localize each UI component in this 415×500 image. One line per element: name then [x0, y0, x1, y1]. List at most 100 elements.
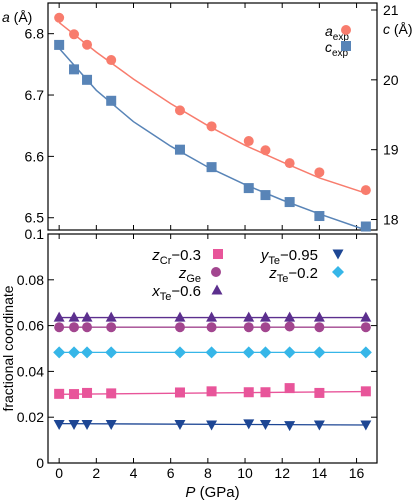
- data-point-y_Te−0.95: [313, 420, 325, 431]
- label-suffix: −0.6: [171, 283, 201, 300]
- data-point-z_Cr−0.3: [260, 387, 271, 398]
- data-point-z_Te−0.2: [173, 346, 186, 359]
- data-point-y_Te−0.95: [360, 420, 372, 431]
- data-point-z_Ge: [54, 322, 65, 333]
- x-tick-label: 6: [167, 465, 175, 481]
- x-tick-label: 2: [92, 465, 100, 481]
- legend-label-z_Cr−0.3: zCr−0.3: [151, 247, 201, 267]
- data-point-a_exp: [54, 12, 65, 23]
- y-right-axis-unit: (Å): [390, 21, 413, 37]
- data-point-z_Cr−0.3: [284, 383, 295, 394]
- data-point-a_exp: [69, 29, 80, 40]
- data-point-y_Te−0.95: [259, 420, 271, 431]
- data-point-z_Ge: [206, 322, 217, 333]
- y-left-tick-label: 6.6: [25, 148, 45, 164]
- y-right-axis-label: c (Å): [383, 21, 413, 37]
- data-point-a_exp: [260, 145, 271, 156]
- y-right-tick-label: 18: [383, 212, 399, 228]
- legend-label-z_Ge: zGe: [178, 265, 201, 285]
- legend-label-y_Te−0.95: yTe−0.95: [260, 247, 318, 267]
- label-sub: Te: [277, 273, 289, 285]
- data-point-y_Te−0.95: [68, 420, 80, 431]
- y-left-axis-unit: (Å): [10, 9, 33, 25]
- data-point-z_Ge: [82, 322, 93, 333]
- legend-label-z_Te−0.2: zTe−0.2: [268, 265, 318, 285]
- data-point-x_Te−0.6: [259, 311, 271, 322]
- y-left-tick-label: 6.7: [25, 87, 45, 103]
- series-z_Te−0.2: [53, 346, 372, 359]
- data-point-c_exp: [82, 74, 93, 85]
- y-tick-label: 0.04: [17, 363, 44, 379]
- data-point-c_exp: [314, 211, 325, 222]
- data-point-z_Te−0.2: [359, 346, 372, 359]
- y-left-axis-var: a: [2, 9, 10, 25]
- y-left-axis-label: a (Å): [2, 9, 32, 25]
- data-point-y_Te−0.95: [243, 419, 255, 430]
- data-point-z_Te−0.2: [81, 346, 94, 359]
- data-point-z_Ge: [314, 322, 325, 333]
- data-point-z_Te−0.2: [242, 346, 255, 359]
- x-tick-label: 0: [55, 465, 63, 481]
- y-tick-label: 0.1: [25, 226, 45, 242]
- data-point-z_Ge: [174, 322, 185, 333]
- data-point-z_Cr−0.3: [69, 389, 80, 400]
- series-c_exp: [54, 39, 371, 232]
- label-suffix: −0.3: [171, 247, 201, 264]
- label-suffix: −0.95: [280, 247, 318, 264]
- fractional-coordinate-panel: 0 2 4 6 8 10 12 14 16 0 0.02 0.04 0.06 0.08 0.1 fractio…: [0, 226, 378, 500]
- data-point-c_exp: [54, 39, 65, 50]
- series-z_Ge: [54, 321, 371, 333]
- data-point-a_exp: [284, 158, 295, 169]
- data-point-z_Te−0.2: [68, 346, 81, 359]
- data-point-z_Cr−0.3: [243, 387, 254, 398]
- data-point-z_Ge: [243, 322, 254, 333]
- data-point-y_Te−0.95: [53, 420, 65, 431]
- label-main: x: [151, 283, 160, 300]
- data-point-c_exp: [174, 144, 185, 155]
- data-point-x_Te−0.6: [360, 311, 372, 322]
- series-x_Te−0.6: [53, 311, 372, 322]
- data-point-z_Te−0.2: [105, 346, 118, 359]
- data-point-x_Te−0.6: [53, 311, 65, 322]
- label-sub: Te: [160, 291, 172, 303]
- data-point-z_Cr−0.3: [106, 388, 117, 399]
- legend-label-c_exp: cexp: [325, 39, 349, 59]
- data-point-z_Cr−0.3: [174, 387, 185, 398]
- data-point-z_Ge: [260, 322, 271, 333]
- x-axis-var: P: [185, 484, 195, 500]
- data-point-c_exp: [69, 64, 80, 75]
- x-tick-label: 10: [237, 465, 253, 481]
- x-tick-label: 14: [312, 465, 328, 481]
- data-point-a_exp: [82, 39, 93, 50]
- label-main: z: [151, 247, 160, 264]
- data-point-x_Te−0.6: [105, 311, 117, 322]
- label-sub: exp: [333, 32, 350, 43]
- y-tick-label: 0.06: [17, 318, 44, 334]
- data-point-c_exp: [260, 190, 271, 201]
- label-sub: exp: [332, 48, 349, 59]
- plot-frame: [47, 233, 378, 464]
- data-point-z_Ge: [106, 322, 117, 333]
- data-point-x_Te−0.6: [81, 311, 93, 322]
- data-point-a_exp: [314, 167, 325, 178]
- x-tick-label: 8: [204, 465, 212, 481]
- label-main: a: [325, 23, 333, 39]
- data-point-z_Ge: [360, 322, 371, 333]
- label-suffix: −0.2: [288, 265, 318, 282]
- legend-label-a_exp: aexp: [325, 23, 349, 43]
- data-point-y_Te−0.95: [206, 420, 218, 431]
- legend-marker-z_Cr−0.3: [213, 249, 223, 259]
- data-point-z_Te−0.2: [205, 346, 218, 359]
- legend-marker-x_Te−0.6: [211, 284, 223, 295]
- y-right-tick-label: 19: [383, 142, 399, 158]
- label-main: c: [325, 39, 332, 55]
- data-point-c_exp: [106, 95, 117, 106]
- data-point-z_Te−0.2: [53, 346, 66, 359]
- label-sub: Ge: [186, 273, 201, 285]
- data-point-x_Te−0.6: [243, 311, 255, 322]
- data-point-z_Cr−0.3: [360, 386, 371, 397]
- data-point-c_exp: [360, 221, 371, 232]
- data-point-x_Te−0.6: [284, 311, 296, 322]
